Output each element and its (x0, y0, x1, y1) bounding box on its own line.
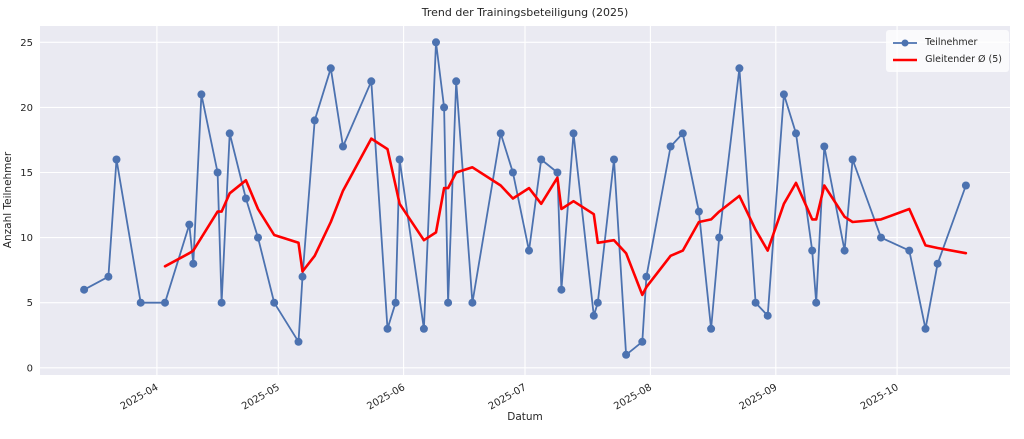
teilnehmer-marker (905, 246, 914, 255)
teilnehmer-marker (921, 324, 930, 333)
teilnehmer-marker (136, 298, 145, 307)
teilnehmer-marker (468, 298, 477, 307)
y-tick-label: 25 (20, 38, 33, 49)
teilnehmer-line (83, 41, 967, 356)
legend-blue-marker-icon (901, 39, 909, 46)
teilnehmer-marker (553, 168, 562, 177)
teilnehmer-marker (820, 142, 829, 151)
teilnehmer-marker (339, 142, 347, 151)
x-tick-label: 2025-07 (487, 382, 529, 412)
legend-line-swatch (893, 58, 918, 61)
teilnehmer-marker (444, 298, 453, 307)
teilnehmer-marker (610, 155, 618, 164)
teilnehmer-marker (622, 350, 631, 359)
teilnehmer-marker (189, 259, 198, 268)
teilnehmer-marker (961, 181, 970, 190)
teilnehmer-marker (104, 272, 113, 281)
x-axis-label: Datum (507, 411, 543, 423)
teilnehmer-marker (537, 155, 546, 164)
teilnehmer-marker (225, 129, 234, 138)
x-tick-label: 2025-06 (365, 382, 407, 412)
teilnehmer-marker (419, 324, 428, 333)
teilnehmer-marker (525, 246, 533, 255)
y-tick-label: 5 (27, 298, 33, 309)
teilnehmer-marker (715, 233, 724, 242)
teilnehmer-marker (197, 90, 206, 99)
teilnehmer-marker (707, 324, 716, 333)
teilnehmer-marker (840, 246, 849, 255)
teilnehmer-marker (217, 298, 226, 307)
teilnehmer-marker (779, 90, 788, 99)
teilnehmer-marker (569, 129, 578, 138)
teilnehmer-marker (557, 285, 566, 294)
y-axis-label: Anzahl Teilnehmer (2, 151, 14, 248)
teilnehmer-marker (254, 233, 262, 242)
teilnehmer-marker (593, 298, 602, 307)
chart-title: Trend der Trainingsbeteiligung (2025) (421, 6, 629, 19)
y-tick-label: 10 (20, 233, 33, 244)
teilnehmer-marker (763, 311, 772, 320)
y-tick-label: 15 (20, 168, 33, 179)
x-tick-label: 2025-09 (738, 382, 780, 412)
legend-label-teilnehmer: Teilnehmer (925, 37, 978, 48)
x-tick-label: 2025-08 (612, 382, 654, 412)
teilnehmer-marker (642, 272, 651, 281)
legend-label-gleitender: Gleitender Ø (5) (925, 54, 1002, 65)
x-tick-label: 2025-10 (859, 382, 901, 412)
teilnehmer-marker (496, 129, 505, 138)
x-tick-label: 2025-05 (240, 382, 282, 412)
teilnehmer-marker (432, 38, 440, 47)
teilnehmer-marker (395, 155, 404, 164)
teilnehmer-marker (694, 207, 703, 216)
teilnehmer-marker (933, 259, 942, 268)
teilnehmer-marker (80, 285, 89, 294)
teilnehmer-marker (326, 64, 335, 73)
teilnehmer-marker (589, 311, 598, 320)
teilnehmer-marker (383, 324, 392, 333)
y-tick-label: 20 (20, 103, 33, 114)
teilnehmer-marker (298, 272, 307, 281)
teilnehmer-marker (294, 337, 303, 346)
legend-item-teilnehmer: Teilnehmer (892, 34, 1002, 51)
teilnehmer-marker (391, 298, 400, 307)
teilnehmer-marker (241, 194, 250, 203)
y-tick-label: 0 (27, 363, 33, 374)
teilnehmer-marker (161, 298, 169, 307)
x-tick-label: 2025-04 (119, 382, 161, 412)
legend-line-marker-swatch (893, 39, 918, 46)
legend-item-gleitender: Gleitender Ø (5) (892, 51, 1002, 68)
teilnehmer-marker (638, 337, 647, 346)
teilnehmer-marker (310, 116, 319, 125)
teilnehmer-marker (877, 233, 885, 242)
teilnehmer-marker (792, 129, 800, 138)
teilnehmer-marker (213, 168, 222, 177)
teilnehmer-marker (185, 220, 194, 229)
moving-average-line (163, 137, 968, 297)
teilnehmer-marker (452, 77, 461, 86)
teilnehmer-marker (808, 246, 817, 255)
teilnehmer-marker (666, 142, 675, 151)
teilnehmer-marker (508, 168, 517, 177)
teilnehmer-marker (270, 298, 279, 307)
teilnehmer-marker (812, 298, 821, 307)
teilnehmer-marker (112, 155, 121, 164)
teilnehmer-marker (440, 103, 449, 112)
teilnehmer-marker (367, 77, 376, 86)
teilnehmer-marker (751, 298, 760, 307)
teilnehmer-marker (848, 155, 857, 164)
teilnehmer-marker (735, 64, 744, 73)
teilnehmer-marker (678, 129, 687, 138)
legend: Teilnehmer Gleitender Ø (5) (886, 30, 1009, 72)
